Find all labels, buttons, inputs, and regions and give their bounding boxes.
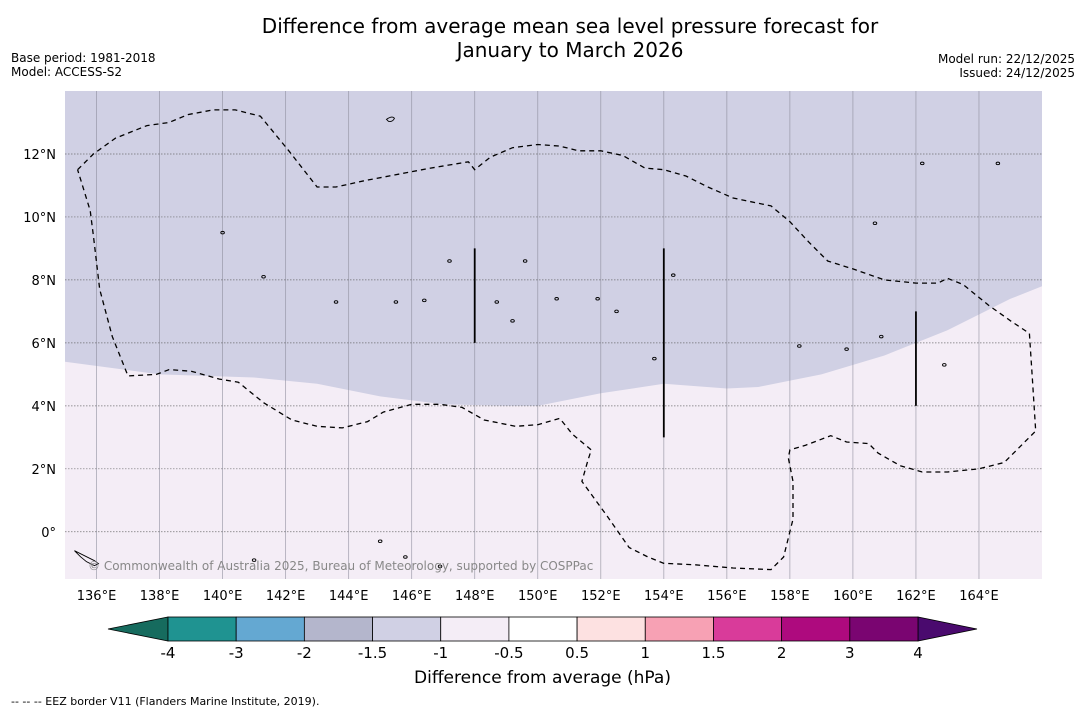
island-outline xyxy=(261,275,266,279)
colorbar-under-arrow xyxy=(107,616,169,642)
island-outline xyxy=(377,539,383,543)
lat-tick-label: 0° xyxy=(41,526,56,541)
island-outline xyxy=(919,161,925,166)
colorbar-swatch xyxy=(167,616,237,642)
colorbar-swatch xyxy=(440,616,510,642)
island-outline xyxy=(385,116,395,122)
lon-tick-label: 162°E xyxy=(896,589,936,604)
lon-tick-label: 156°E xyxy=(707,589,747,604)
lon-tick-label: 152°E xyxy=(581,589,621,604)
copyright-text: © Commonwealth of Australia 2025, Bureau… xyxy=(88,559,593,573)
issued-date: Issued: 24/12/2025 xyxy=(959,66,1075,80)
lat-tick-label: 6°N xyxy=(32,337,57,352)
island-outline xyxy=(494,300,500,304)
island-outline xyxy=(251,558,257,562)
colorbar-tick-label: -1.5 xyxy=(358,644,387,662)
colorbar-tick-label: 1 xyxy=(640,644,650,662)
island-outline xyxy=(510,319,515,323)
colorbar-tick-label: -3 xyxy=(229,644,244,662)
colorbar-tick-label: -4 xyxy=(161,644,176,662)
colorbar-swatch xyxy=(372,616,442,642)
colorbar-tick-label: 0.5 xyxy=(565,644,589,662)
island-outline xyxy=(522,259,528,263)
island-outline xyxy=(554,297,559,301)
colorbar-tick-label: 2 xyxy=(777,644,787,662)
model-info: Base period: 1981-2018 Model: ACCESS-S2 xyxy=(11,51,156,79)
map-axes: 136°E 138°E 140°E 142°E 144°E 146°E 148°E 150°E… xyxy=(23,148,999,604)
colorbar-swatch xyxy=(576,616,646,642)
lon-tick-label: 144°E xyxy=(329,589,369,604)
island-outline xyxy=(995,161,1001,166)
run-info: Model run: 22/12/2025 Issued: 24/12/2025 xyxy=(938,52,1075,80)
lon-tick-label: 138°E xyxy=(140,589,180,604)
map-plot-area: © Commonwealth of Australia 2025, Bureau… xyxy=(65,91,1042,579)
island-outline xyxy=(844,347,849,351)
colorbar-tick-label: 1.5 xyxy=(702,644,726,662)
lon-tick-label: 146°E xyxy=(392,589,432,604)
colorbar-over-arrow xyxy=(917,616,978,642)
colorbar-swatch xyxy=(849,616,919,642)
chart-title: Difference from average mean sea level p… xyxy=(0,14,1085,62)
lon-tick-label: 142°E xyxy=(266,589,306,604)
colorbar-swatch xyxy=(713,616,783,642)
island-outline xyxy=(671,273,676,277)
colorbar-swatch xyxy=(235,616,305,642)
island-outline xyxy=(447,259,452,263)
region-minus1.5-to-minus1 xyxy=(65,91,1042,406)
lon-tick-label: 148°E xyxy=(455,589,495,604)
colorbar-swatch xyxy=(508,616,578,642)
colorbar-swatch xyxy=(781,616,851,642)
island-outline xyxy=(74,550,100,567)
island-outline xyxy=(333,300,339,304)
title-line-1: Difference from average mean sea level p… xyxy=(261,14,879,38)
island-outline xyxy=(652,356,657,361)
eez-border-line xyxy=(76,109,1037,571)
island-outline xyxy=(403,555,408,559)
lon-tick-label: 150°E xyxy=(518,589,558,604)
model-name: Model: ACCESS-S2 xyxy=(11,65,123,79)
colorbar-tick-label: -1 xyxy=(433,644,448,662)
title-line-2: January to March 2026 xyxy=(456,38,684,62)
colorbar: -4 -3 -2 -1.5 -1 -0.5 0.5 1 1.5 2 3 4 xyxy=(107,616,978,662)
island-outline xyxy=(220,230,225,235)
model-run-date: Model run: 22/12/2025 xyxy=(937,52,1075,66)
lat-tick-label: 4°N xyxy=(32,400,57,415)
lon-tick-label: 164°E xyxy=(959,589,999,604)
island-outline xyxy=(595,297,600,301)
lon-tick-label: 140°E xyxy=(203,589,243,604)
island-outline xyxy=(797,344,802,348)
island-outline xyxy=(872,221,878,225)
eez-border-footnote: -- -- -- EEZ border V11 (Flanders Marine… xyxy=(11,695,320,708)
lat-tick-label: 2°N xyxy=(32,463,57,478)
base-period: Base period: 1981-2018 xyxy=(11,51,156,65)
island-outline xyxy=(879,334,884,339)
colorbar-swatch xyxy=(303,616,373,642)
colorbar-tick-label: -2 xyxy=(297,644,312,662)
lon-tick-label: 154°E xyxy=(644,589,684,604)
lon-tick-label: 158°E xyxy=(770,589,810,604)
colorbar-tick-label: -0.5 xyxy=(494,644,523,662)
island-outline xyxy=(614,309,619,314)
lon-tick-label: 136°E xyxy=(77,589,117,604)
colorbar-title: Difference from average (hPa) xyxy=(414,668,671,688)
island-outline xyxy=(437,564,443,569)
colorbar-swatch xyxy=(644,616,714,642)
island-outline xyxy=(422,298,427,303)
island-outline xyxy=(393,300,399,304)
island-outline xyxy=(942,363,947,367)
colorbar-tick-label: 3 xyxy=(845,644,855,662)
lon-tick-label: 160°E xyxy=(833,589,873,604)
lat-tick-label: 10°N xyxy=(23,211,56,226)
lat-tick-label: 8°N xyxy=(32,274,57,289)
colorbar-tick-label: 4 xyxy=(913,644,923,662)
lat-tick-label: 12°N xyxy=(23,148,56,163)
